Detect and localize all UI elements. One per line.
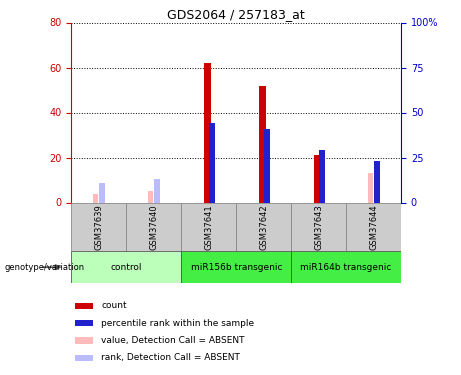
Text: value, Detection Call = ABSENT: value, Detection Call = ABSENT (101, 336, 245, 345)
Bar (204, 63, 211, 202)
Text: count: count (101, 302, 127, 310)
Bar (209, 123, 215, 202)
Bar (181, 202, 236, 251)
Title: GDS2064 / 257183_at: GDS2064 / 257183_at (167, 8, 305, 21)
Bar (314, 155, 321, 203)
Text: GSM37642: GSM37642 (259, 204, 268, 250)
Bar (71, 202, 126, 251)
Bar (148, 191, 154, 202)
Text: miR164b transgenic: miR164b transgenic (301, 262, 392, 272)
Bar (319, 150, 325, 202)
Bar (346, 202, 401, 251)
Bar (154, 179, 160, 203)
Bar (100, 183, 105, 203)
Bar (71, 251, 181, 283)
Text: GSM37641: GSM37641 (204, 204, 213, 250)
Text: control: control (111, 262, 142, 272)
Text: GSM37643: GSM37643 (314, 204, 323, 250)
Bar (291, 251, 401, 283)
Text: percentile rank within the sample: percentile rank within the sample (101, 319, 254, 328)
Text: genotype/variation: genotype/variation (5, 263, 85, 272)
Bar (93, 194, 98, 202)
Bar (75, 320, 93, 326)
Text: GSM37644: GSM37644 (369, 204, 378, 250)
Text: GSM37640: GSM37640 (149, 204, 159, 250)
Bar (374, 161, 380, 202)
Bar (236, 202, 291, 251)
Text: rank, Detection Call = ABSENT: rank, Detection Call = ABSENT (101, 353, 240, 362)
Bar (264, 129, 270, 202)
Bar (75, 303, 93, 309)
Bar (259, 86, 266, 202)
Text: miR156b transgenic: miR156b transgenic (190, 262, 282, 272)
Bar (75, 338, 93, 344)
Bar (181, 251, 291, 283)
Bar (291, 202, 346, 251)
Bar (126, 202, 181, 251)
Bar (374, 163, 380, 202)
Text: GSM37639: GSM37639 (95, 204, 103, 250)
Bar (75, 355, 93, 361)
Bar (367, 173, 373, 202)
